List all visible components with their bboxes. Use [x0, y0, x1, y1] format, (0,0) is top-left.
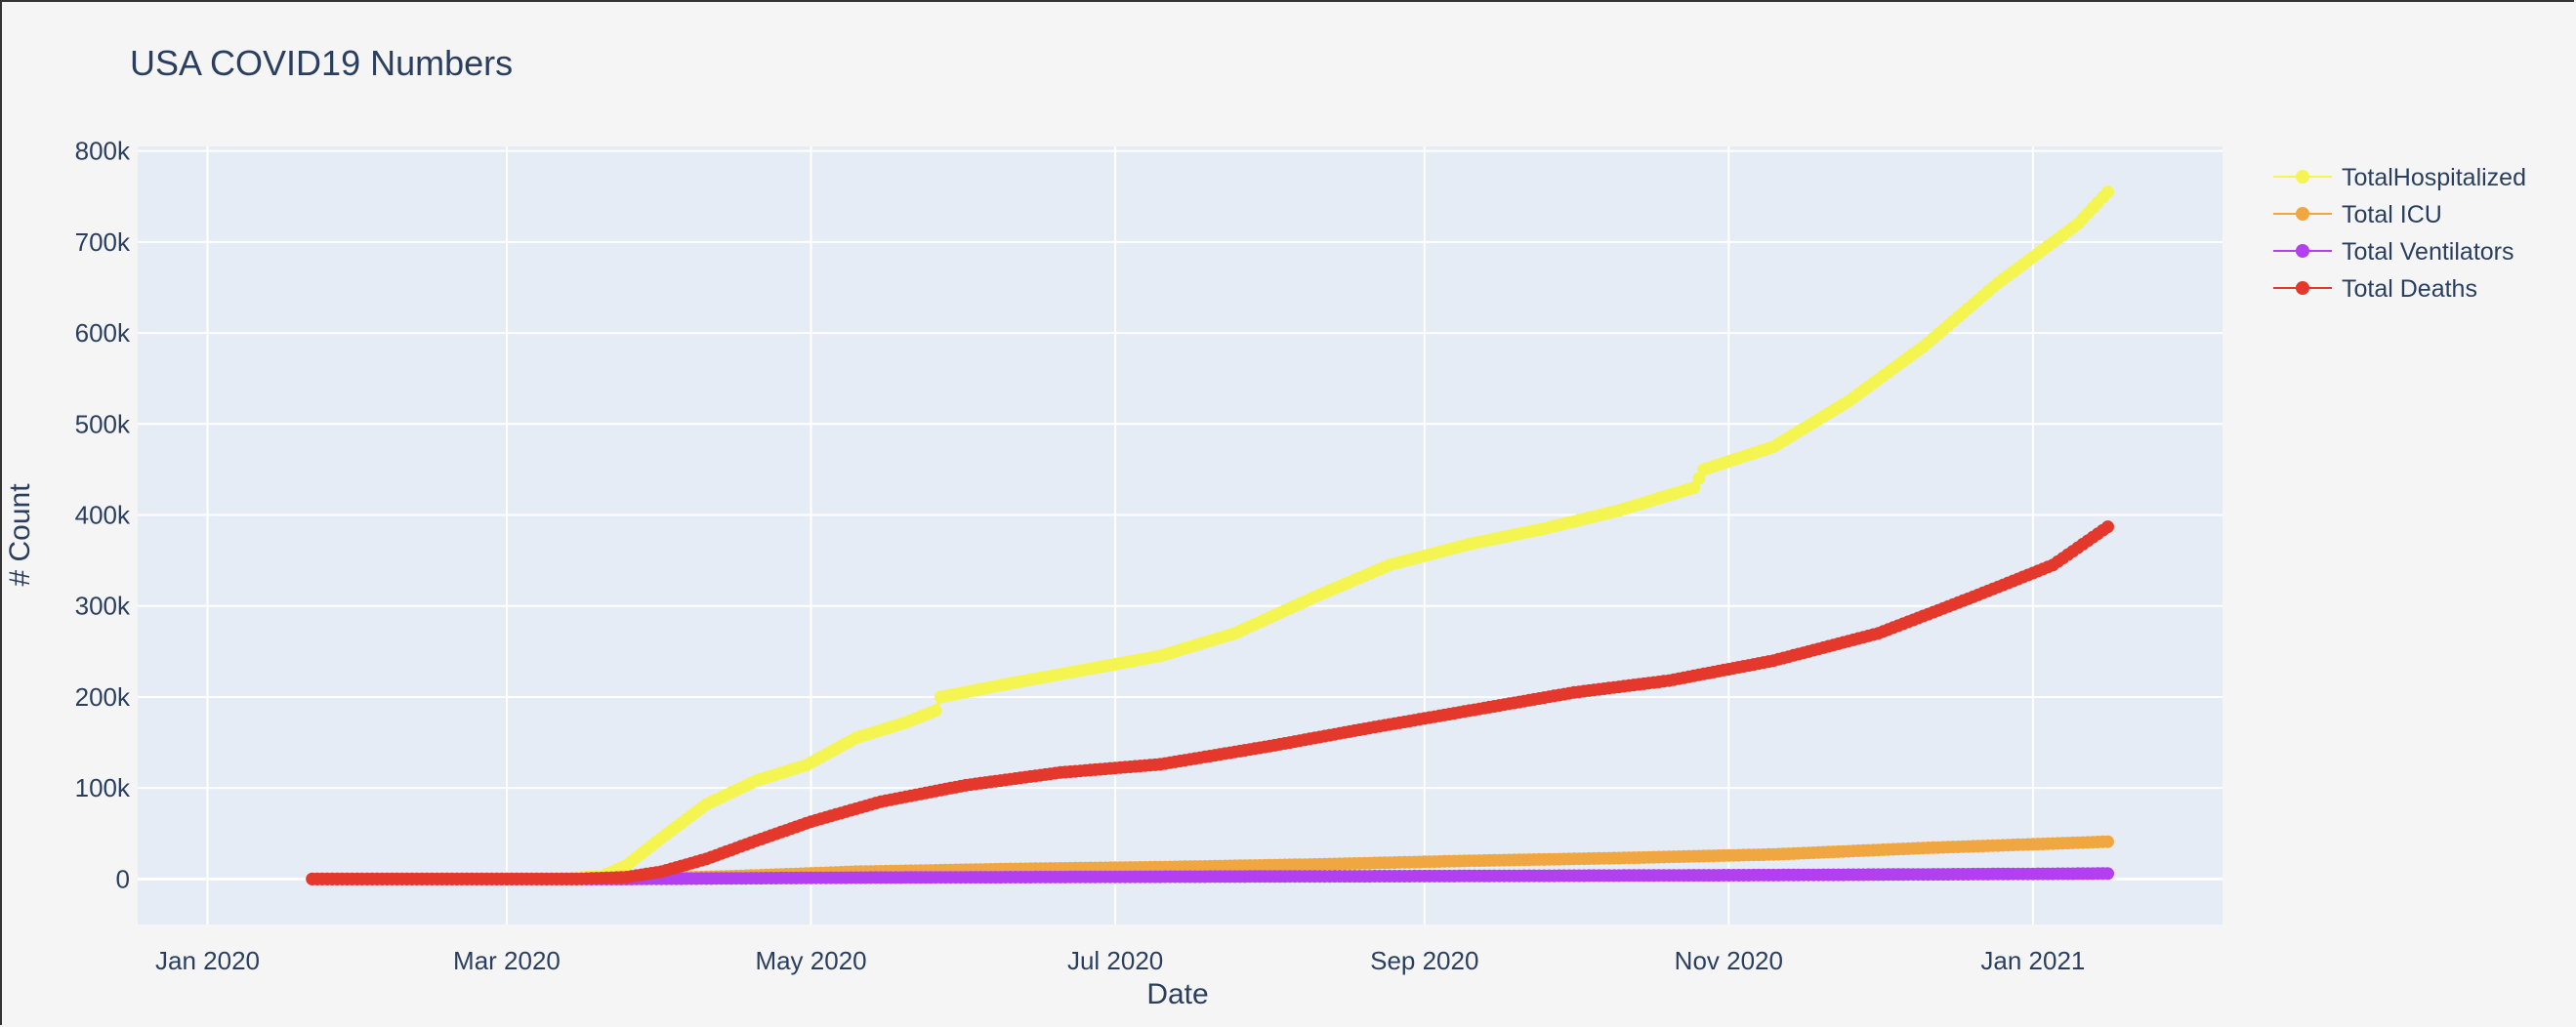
legend-label: Total Ventilators — [2342, 238, 2514, 266]
x-tick-label: Sep 2020 — [1370, 946, 1478, 975]
y-tick-label: 200k — [75, 682, 131, 712]
x-tick-label: Jan 2020 — [155, 946, 260, 975]
legend[interactable]: TotalHospitalized Total ICU Total Ventilat… — [2273, 164, 2526, 303]
data-point — [929, 704, 942, 718]
series-group — [306, 185, 2114, 885]
legend-item[interactable]: Total Deaths — [2273, 275, 2477, 303]
x-tick-label: May 2020 — [755, 946, 866, 975]
legend-swatch-marker — [2296, 281, 2309, 295]
y-tick-label: 100k — [75, 773, 131, 802]
legend-item[interactable]: Total ICU — [2273, 201, 2442, 228]
x-tick-label: Mar 2020 — [453, 946, 561, 975]
series-total-deaths — [306, 520, 2114, 885]
plot-area[interactable] — [138, 146, 2223, 924]
x-axis-ticks: Jan 2020 Mar 2020 May 2020 Jul 2020 Sep 2020… — [155, 946, 2085, 975]
legend-label: Total Deaths — [2342, 275, 2477, 303]
series-total-ventilators — [306, 867, 2114, 885]
data-point — [2101, 835, 2114, 848]
y-axis-title: # Count — [4, 483, 36, 587]
y-tick-label: 0 — [116, 864, 130, 893]
y-axis-ticks: 0 100k 200k 300k 400k 500k 600k 700k 800k — [75, 137, 131, 894]
y-tick-label: 700k — [75, 227, 131, 257]
legend-swatch-marker — [2296, 244, 2309, 258]
y-tick-label: 300k — [75, 592, 131, 621]
chart-title: USA COVID19 Numbers — [130, 43, 513, 83]
y-tick-label: 400k — [75, 501, 131, 530]
legend-label: Total ICU — [2342, 201, 2442, 228]
legend-swatch-marker — [2296, 170, 2309, 184]
legend-label: TotalHospitalized — [2342, 164, 2526, 191]
x-axis-title: Date — [1146, 978, 1208, 1010]
x-tick-label: Jan 2021 — [1980, 946, 2085, 975]
legend-swatch-marker — [2296, 207, 2309, 221]
legend-item[interactable]: TotalHospitalized — [2273, 164, 2526, 191]
y-tick-label: 800k — [75, 137, 131, 166]
y-tick-label: 500k — [75, 409, 131, 438]
data-point — [2101, 185, 2114, 199]
data-point — [2101, 520, 2114, 534]
x-tick-label: Nov 2020 — [1675, 946, 1783, 975]
data-point — [2101, 867, 2114, 881]
x-tick-label: Jul 2020 — [1067, 946, 1163, 975]
legend-item[interactable]: Total Ventilators — [2273, 238, 2514, 266]
y-tick-label: 600k — [75, 318, 131, 348]
